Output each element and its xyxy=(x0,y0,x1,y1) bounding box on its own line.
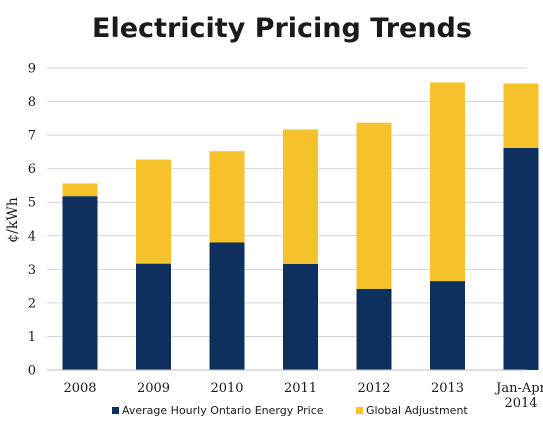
y-tick-label: 8 xyxy=(28,95,36,110)
x-tick-label: 2009 xyxy=(137,381,170,396)
bar-global-adjustment xyxy=(283,129,318,264)
bar-global-adjustment xyxy=(209,151,245,243)
axes: 0 1 2 3 4 5 6 7 8 9 2008 2009 2010 2011 2012 2013 Jan-Ap… xyxy=(28,62,543,412)
x-tick-label: 2010 xyxy=(210,381,243,396)
bar-global-adjustment xyxy=(430,82,465,282)
y-tick-label: 6 xyxy=(28,162,36,177)
bars xyxy=(62,82,539,370)
legend-label: Average Hourly Ontario Energy Price xyxy=(122,404,324,417)
bar-energy-price xyxy=(62,196,98,370)
bar-energy-price xyxy=(283,263,318,370)
bar-global-adjustment xyxy=(503,83,539,148)
y-tick-label: 3 xyxy=(28,263,36,278)
legend-label: Global Adjustment xyxy=(366,404,468,417)
x-tick-label: 2011 xyxy=(284,381,317,396)
y-tick-label: 2 xyxy=(28,296,36,311)
y-tick-label: 0 xyxy=(28,364,36,379)
x-tick-label: 2008 xyxy=(63,381,96,396)
y-tick-label: 4 xyxy=(28,229,36,244)
legend: Average Hourly Ontario Energy Price Globa… xyxy=(112,404,468,417)
bar-energy-price xyxy=(136,263,171,370)
x-tick-label: 2012 xyxy=(357,381,390,396)
bar-energy-price xyxy=(430,281,465,370)
bar-global-adjustment xyxy=(356,122,392,289)
x-tick-label: Jan-Apr xyxy=(494,381,543,396)
y-tick-label: 1 xyxy=(28,330,36,345)
bar-energy-price xyxy=(356,288,392,370)
legend-swatch xyxy=(356,407,363,414)
x-tick-label: 2014 xyxy=(504,396,537,411)
legend-swatch xyxy=(112,407,119,414)
bar-energy-price xyxy=(209,242,245,370)
y-tick-label: 9 xyxy=(28,62,36,77)
y-tick-label: 5 xyxy=(28,196,36,211)
x-tick-label: 2013 xyxy=(431,381,464,396)
chart-title: Electricity Pricing Trends xyxy=(92,13,472,44)
bar-global-adjustment xyxy=(136,159,171,264)
y-tick-label: 7 xyxy=(28,129,36,144)
bar-energy-price xyxy=(503,147,539,370)
bar-global-adjustment xyxy=(62,183,98,197)
y-axis-label: ¢/kWh xyxy=(5,197,21,243)
